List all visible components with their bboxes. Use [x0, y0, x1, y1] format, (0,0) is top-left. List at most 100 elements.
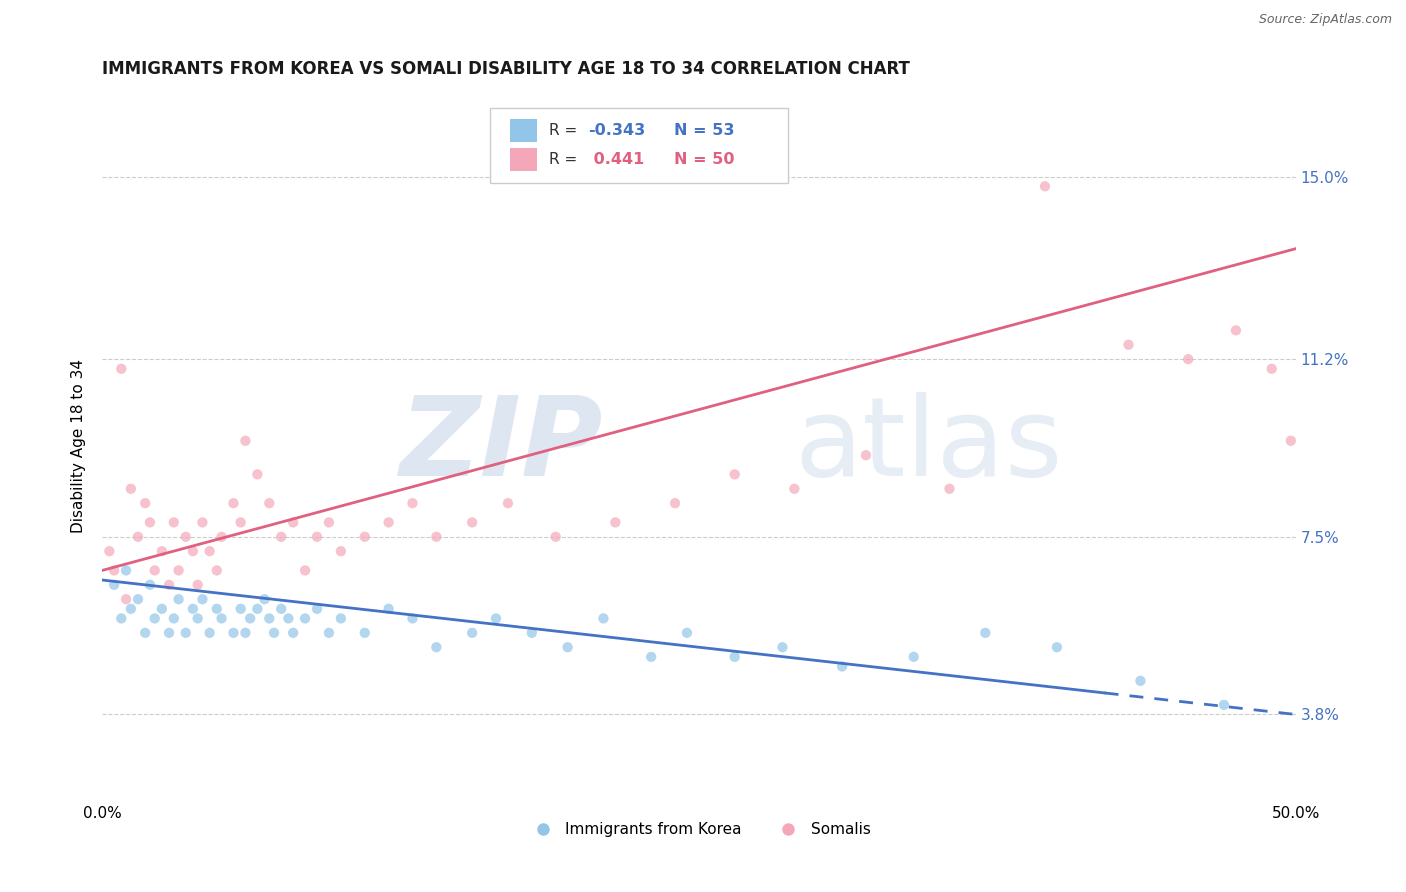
Point — [235, 434, 257, 448]
Point — [1033, 179, 1056, 194]
Point — [103, 578, 125, 592]
Point — [110, 611, 132, 625]
Point — [283, 625, 305, 640]
Point — [783, 482, 806, 496]
Point — [724, 649, 747, 664]
Text: R =: R = — [548, 152, 582, 167]
Point — [496, 496, 519, 510]
Point — [1260, 361, 1282, 376]
Point — [294, 611, 316, 625]
Point — [120, 482, 142, 496]
Point — [353, 625, 375, 640]
Text: N = 50: N = 50 — [673, 152, 734, 167]
Point — [98, 544, 121, 558]
Point — [127, 592, 149, 607]
Point — [181, 602, 204, 616]
Point — [139, 578, 162, 592]
Point — [235, 625, 257, 640]
FancyBboxPatch shape — [510, 120, 537, 142]
Point — [211, 611, 233, 625]
Legend: Immigrants from Korea, Somalis: Immigrants from Korea, Somalis — [522, 816, 877, 843]
Point — [263, 625, 285, 640]
Point — [318, 516, 340, 530]
Point — [143, 611, 166, 625]
Point — [157, 578, 180, 592]
Point — [770, 640, 793, 655]
Point — [163, 611, 186, 625]
Point — [134, 496, 156, 510]
Point — [150, 544, 173, 558]
Point — [318, 625, 340, 640]
Point — [191, 516, 214, 530]
Point — [253, 592, 276, 607]
Text: R =: R = — [548, 123, 582, 138]
Text: atlas: atlas — [794, 392, 1063, 499]
Point — [110, 361, 132, 376]
Text: IMMIGRANTS FROM KOREA VS SOMALI DISABILITY AGE 18 TO 34 CORRELATION CHART: IMMIGRANTS FROM KOREA VS SOMALI DISABILI… — [103, 60, 910, 78]
Point — [1129, 673, 1152, 688]
Point — [229, 516, 252, 530]
Text: N = 53: N = 53 — [673, 123, 734, 138]
Point — [425, 530, 447, 544]
Point — [461, 625, 484, 640]
Point — [174, 625, 197, 640]
Point — [222, 496, 245, 510]
Point — [198, 625, 221, 640]
Y-axis label: Disability Age 18 to 34: Disability Age 18 to 34 — [72, 359, 86, 533]
Point — [115, 563, 138, 577]
Point — [938, 482, 960, 496]
Point — [1213, 698, 1236, 712]
Point — [277, 611, 299, 625]
Point — [329, 611, 352, 625]
Point — [831, 659, 853, 673]
Point — [246, 602, 269, 616]
FancyBboxPatch shape — [491, 108, 789, 183]
Point — [485, 611, 508, 625]
Point — [103, 563, 125, 577]
Point — [139, 516, 162, 530]
Point — [205, 602, 228, 616]
Point — [283, 516, 305, 530]
Point — [127, 530, 149, 544]
Point — [259, 496, 281, 510]
Point — [120, 602, 142, 616]
Point — [246, 467, 269, 482]
Point — [187, 578, 209, 592]
Point — [425, 640, 447, 655]
Point — [520, 625, 543, 640]
Point — [401, 611, 423, 625]
Point — [211, 530, 233, 544]
Point — [557, 640, 579, 655]
Point — [855, 448, 877, 462]
Point — [229, 602, 252, 616]
Text: -0.343: -0.343 — [588, 123, 645, 138]
Text: Source: ZipAtlas.com: Source: ZipAtlas.com — [1258, 13, 1392, 27]
Point — [605, 516, 627, 530]
Point — [191, 592, 214, 607]
Point — [305, 530, 328, 544]
Point — [903, 649, 925, 664]
Point — [1279, 434, 1302, 448]
Point — [544, 530, 567, 544]
Point — [270, 602, 292, 616]
Point — [174, 530, 197, 544]
Point — [259, 611, 281, 625]
Point — [377, 516, 399, 530]
Point — [294, 563, 316, 577]
Text: ZIP: ZIP — [399, 392, 603, 499]
Point — [270, 530, 292, 544]
Point — [115, 592, 138, 607]
Point — [134, 625, 156, 640]
Point — [1046, 640, 1069, 655]
Point — [239, 611, 262, 625]
Point — [377, 602, 399, 616]
Point — [974, 625, 997, 640]
Point — [592, 611, 614, 625]
Point — [676, 625, 699, 640]
Point — [163, 516, 186, 530]
Point — [181, 544, 204, 558]
Point — [167, 563, 190, 577]
Point — [353, 530, 375, 544]
Point — [167, 592, 190, 607]
Point — [205, 563, 228, 577]
